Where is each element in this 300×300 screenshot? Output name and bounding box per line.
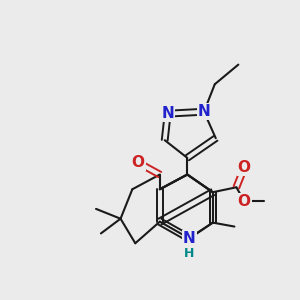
Text: O: O [238,194,251,208]
Text: N: N [161,106,174,121]
Text: O: O [132,155,145,170]
Text: H: H [184,247,194,260]
Text: N: N [198,104,210,119]
Text: O: O [238,160,251,175]
Text: N: N [183,231,196,246]
